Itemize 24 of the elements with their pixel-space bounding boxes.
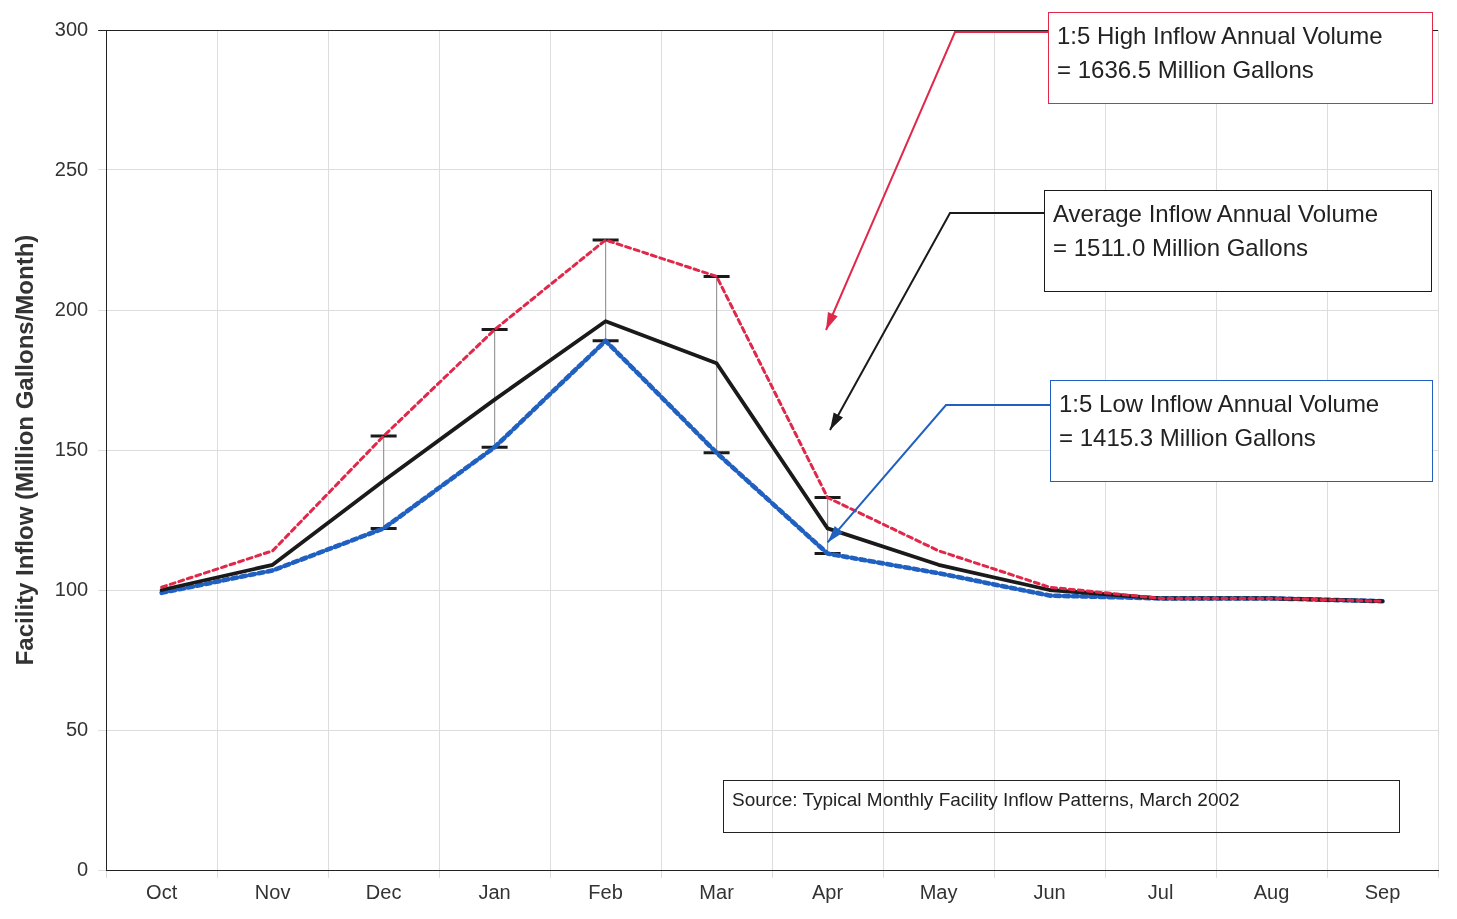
x-tick-label: Nov xyxy=(254,880,291,903)
x-tick-label: Aug xyxy=(1253,880,1290,903)
y-tick-label: 0 xyxy=(77,857,89,880)
x-tick-label: Jun xyxy=(1033,880,1066,903)
x-tick-label: Jan xyxy=(478,880,511,903)
y-tick-label: 200 xyxy=(54,297,89,320)
annotation: Average Inflow Annual Volume = 1511.0 Million Gallons xyxy=(1053,200,1379,261)
y-axis-title: Facility Inflow (Million Gallons/Month) xyxy=(11,234,39,666)
x-tick-label: May xyxy=(919,880,958,903)
annotation: 1:5 Low Inflow Annual Volume = 1415.3 Million Gallons xyxy=(1059,390,1380,451)
x-tick-label: Apr xyxy=(812,880,844,903)
x-tick-label: Oct xyxy=(146,880,178,903)
x-tick-label: Feb xyxy=(588,880,623,903)
x-tick-label: Sep xyxy=(1364,880,1401,903)
y-tick-label: 100 xyxy=(54,577,89,600)
annotation: 1:5 High Inflow Annual Volume = 1636.5 Million Gallons xyxy=(1057,22,1383,83)
x-tick-label: Jul xyxy=(1147,880,1174,903)
y-tick-label: 250 xyxy=(54,157,89,180)
y-tick-label: 50 xyxy=(65,717,89,740)
annotation: Source: Typical Monthly Facility Inflow Patterns, March 2002 xyxy=(732,789,1240,810)
x-tick-label: Dec xyxy=(365,880,402,903)
y-tick-label: 300 xyxy=(54,17,89,40)
x-tick-label: Mar xyxy=(699,880,735,903)
y-tick-label: 150 xyxy=(54,437,89,460)
